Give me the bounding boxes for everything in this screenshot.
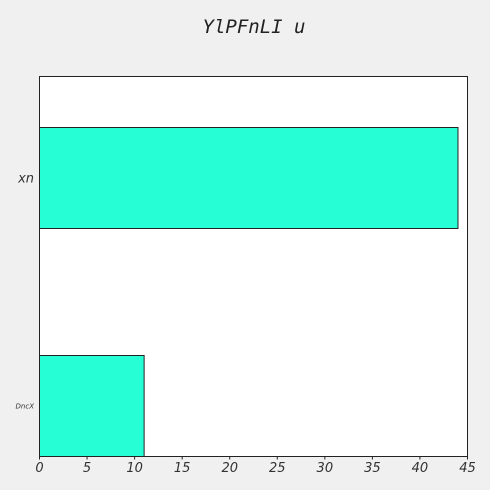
chart-title: YlPFnLI u (203, 16, 306, 38)
x-tick-label: 5 (83, 461, 91, 476)
x-tick-label: 45 (459, 461, 476, 476)
x-tick-label: 40 (412, 461, 429, 476)
x-tick-label: 20 (221, 461, 238, 476)
x-tick-label: 15 (174, 461, 191, 476)
x-axis: 0 5 10 15 20 25 30 35 40 45 (35, 456, 476, 476)
x-tick-label: 10 (126, 461, 143, 476)
bars-group (39, 127, 459, 457)
category-label-xn: xn (17, 172, 34, 187)
x-tick-label: 25 (269, 461, 286, 476)
category-label-dncx: DncX (16, 402, 35, 410)
x-tick-label: 30 (317, 461, 334, 476)
bar-xn (39, 127, 459, 229)
category-labels: xn DncX (16, 172, 35, 411)
x-tick-label: 0 (35, 461, 43, 476)
bar-dncx (39, 355, 145, 457)
x-tick-label: 35 (364, 461, 381, 476)
